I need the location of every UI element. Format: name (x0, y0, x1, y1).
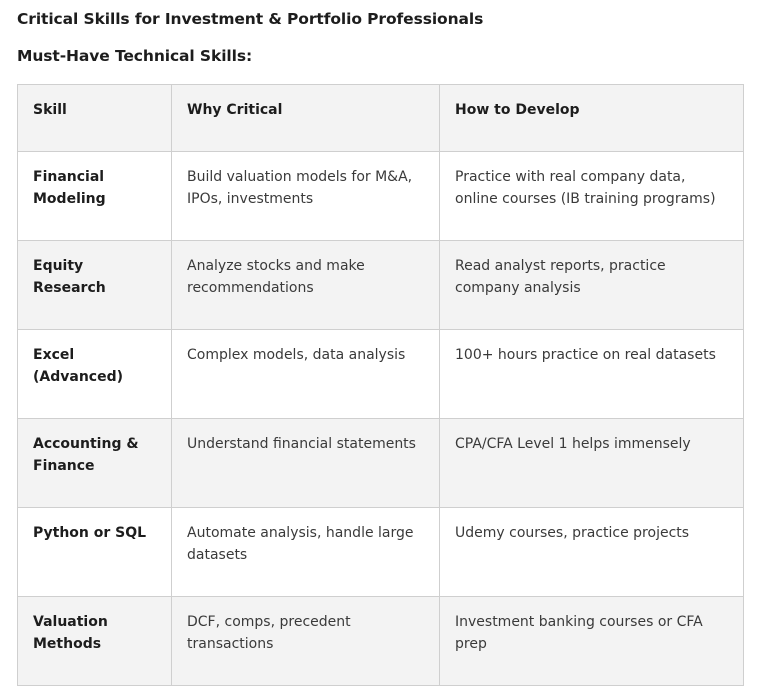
how-to-develop-cell: Practice with real company data, online … (439, 151, 744, 241)
why-critical-cell: Understand financial statements (171, 418, 440, 508)
table-row: Equity Research Analyze stocks and make … (17, 240, 744, 330)
section-heading: Must-Have Technical Skills: (17, 47, 253, 65)
page-title: Critical Skills for Investment & Portfol… (17, 10, 484, 28)
table-row: Excel (Advanced) Complex models, data an… (17, 329, 744, 419)
column-header-skill: Skill (17, 84, 172, 152)
table-row: Accounting & Finance Understand financia… (17, 418, 744, 508)
column-header-why-critical: Why Critical (171, 84, 440, 152)
table-row: Financial Modeling Build valuation model… (17, 151, 744, 241)
column-header-how-to-develop: How to Develop (439, 84, 744, 152)
why-critical-cell: Complex models, data analysis (171, 329, 440, 419)
how-to-develop-cell: CPA/CFA Level 1 helps immensely (439, 418, 744, 508)
skill-cell: Equity Research (17, 240, 172, 330)
skill-cell: Financial Modeling (17, 151, 172, 241)
skills-table: Skill Why Critical How to Develop Financ… (17, 84, 744, 686)
how-to-develop-cell: 100+ hours practice on real datasets (439, 329, 744, 419)
skill-cell: Excel (Advanced) (17, 329, 172, 419)
why-critical-cell: Automate analysis, handle large datasets (171, 507, 440, 597)
why-critical-cell: Analyze stocks and make recommendations (171, 240, 440, 330)
skill-cell: Valuation Methods (17, 596, 172, 686)
why-critical-cell: Build valuation models for M&A, IPOs, in… (171, 151, 440, 241)
table-row: Valuation Methods DCF, comps, precedent … (17, 596, 744, 686)
how-to-develop-cell: Udemy courses, practice projects (439, 507, 744, 597)
how-to-develop-cell: Investment banking courses or CFA prep (439, 596, 744, 686)
why-critical-cell: DCF, comps, precedent transactions (171, 596, 440, 686)
table-header-row: Skill Why Critical How to Develop (17, 84, 744, 152)
skill-cell: Accounting & Finance (17, 418, 172, 508)
table-row: Python or SQL Automate analysis, handle … (17, 507, 744, 597)
skill-cell: Python or SQL (17, 507, 172, 597)
how-to-develop-cell: Read analyst reports, practice company a… (439, 240, 744, 330)
